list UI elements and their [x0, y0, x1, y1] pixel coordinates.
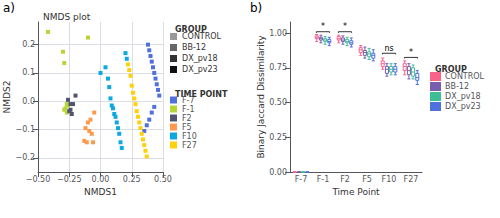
svg-text:NMDS1: NMDS1	[84, 187, 117, 197]
svg-text:F10: F10	[182, 132, 197, 141]
svg-text:F-7: F-7	[295, 175, 308, 184]
svg-text:F5: F5	[362, 175, 372, 184]
svg-text:0.25: 0.25	[123, 175, 141, 184]
svg-text:a): a)	[3, 1, 15, 15]
svg-text:0.75: 0.75	[269, 63, 287, 72]
svg-text:TIME POINT: TIME POINT	[175, 90, 228, 99]
svg-text:*: *	[409, 48, 413, 57]
svg-text:NMDS2: NMDS2	[2, 81, 12, 114]
svg-text:BB-12: BB-12	[182, 43, 206, 52]
svg-text:*: *	[321, 22, 325, 31]
svg-text:Binary Jaccard Dissimilarity: Binary Jaccard Dissimilarity	[256, 35, 266, 159]
svg-text:F5: F5	[182, 123, 192, 132]
svg-text:−0.50: −0.50	[26, 175, 51, 184]
svg-text:F-1: F-1	[182, 105, 195, 114]
svg-text:0.0: 0.0	[22, 97, 35, 106]
svg-text:F-1: F-1	[317, 175, 330, 184]
svg-text:*: *	[343, 22, 347, 31]
svg-text:0.00: 0.00	[92, 175, 110, 184]
svg-text:0.50: 0.50	[269, 98, 287, 107]
svg-text:GROUP: GROUP	[175, 25, 207, 34]
svg-text:BB-12: BB-12	[445, 82, 469, 91]
svg-text:DX_pv18: DX_pv18	[182, 54, 218, 63]
svg-text:1.00: 1.00	[269, 29, 287, 38]
svg-text:Time Point: Time Point	[331, 187, 380, 197]
svg-text:DX_pv23: DX_pv23	[445, 102, 481, 111]
svg-text:CONTROL: CONTROL	[182, 31, 222, 41]
svg-text:F2: F2	[340, 175, 350, 184]
svg-text:ns: ns	[384, 44, 393, 53]
svg-text:CONTROL: CONTROL	[445, 72, 485, 81]
svg-text:DX_pv18: DX_pv18	[445, 92, 481, 101]
svg-text:GROUP: GROUP	[435, 65, 467, 74]
svg-text:−0.2: −0.2	[16, 153, 35, 162]
svg-text:DX_pv23: DX_pv23	[182, 65, 218, 74]
svg-text:F27: F27	[404, 175, 419, 184]
svg-text:NMDS plot: NMDS plot	[43, 12, 91, 22]
svg-text:0.00: 0.00	[269, 168, 287, 177]
svg-text:F-7: F-7	[182, 95, 195, 105]
svg-text:F10: F10	[382, 175, 397, 184]
svg-text:0.50: 0.50	[154, 175, 172, 184]
svg-text:b): b)	[250, 1, 262, 15]
svg-text:0.1: 0.1	[22, 68, 35, 77]
svg-text:−0.25: −0.25	[57, 175, 82, 184]
svg-text:F27: F27	[182, 141, 197, 150]
svg-text:0.25: 0.25	[269, 133, 287, 142]
svg-text:−0.1: −0.1	[16, 125, 35, 134]
svg-text:F2: F2	[182, 114, 192, 123]
svg-text:0.2: 0.2	[22, 40, 35, 49]
